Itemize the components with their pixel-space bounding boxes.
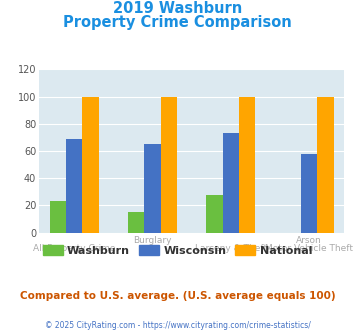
Text: Larceny & Theft: Larceny & Theft [195, 244, 267, 252]
Legend: Washburn, Wisconsin, National: Washburn, Wisconsin, National [38, 241, 317, 260]
Bar [161, 97, 177, 233]
Text: Motor Vehicle Theft: Motor Vehicle Theft [265, 244, 353, 252]
Text: Compared to U.S. average. (U.S. average equals 100): Compared to U.S. average. (U.S. average … [20, 291, 335, 301]
Bar [206, 195, 223, 233]
Text: © 2025 CityRating.com - https://www.cityrating.com/crime-statistics/: © 2025 CityRating.com - https://www.city… [45, 321, 310, 330]
Bar [317, 97, 334, 233]
Bar [301, 154, 317, 233]
Text: Property Crime Comparison: Property Crime Comparison [63, 15, 292, 29]
Text: All Property Crime: All Property Crime [33, 244, 115, 252]
Text: Arson: Arson [296, 236, 322, 245]
Bar [66, 139, 82, 233]
Bar [144, 144, 161, 233]
Bar [82, 97, 99, 233]
Text: 2019 Washburn: 2019 Washburn [113, 1, 242, 16]
Text: Burglary: Burglary [133, 236, 172, 245]
Bar [223, 133, 239, 233]
Bar [128, 212, 144, 233]
Bar [239, 97, 256, 233]
Bar [50, 201, 66, 233]
